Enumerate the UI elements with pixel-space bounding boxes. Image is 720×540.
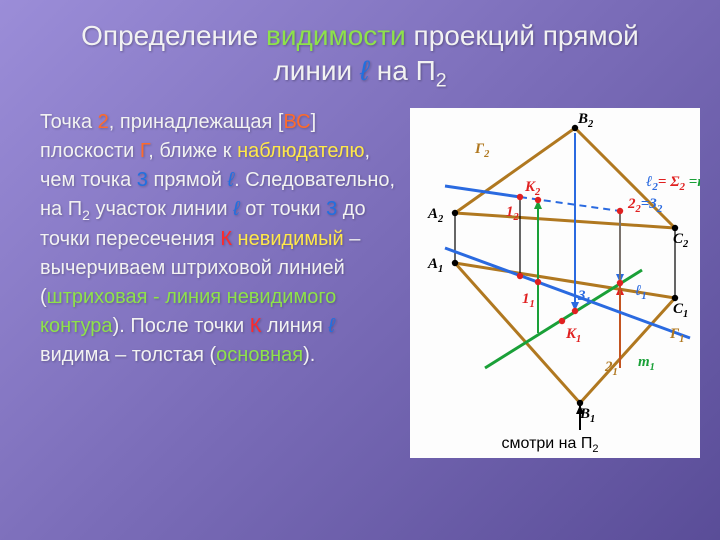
body-paragraph: Точка 2, принадлежащая [ВС] плоскости Г,… <box>40 108 400 458</box>
geometry-diagram: A2B2C2A1B1C1Г2Г1ℓ2= Σ2 =m2ℓ1m1K21222=321… <box>410 108 700 458</box>
slide-title: Определение видимости проекций прямой ли… <box>0 0 720 103</box>
content-row: Точка 2, принадлежащая [ВС] плоскости Г,… <box>0 103 720 458</box>
